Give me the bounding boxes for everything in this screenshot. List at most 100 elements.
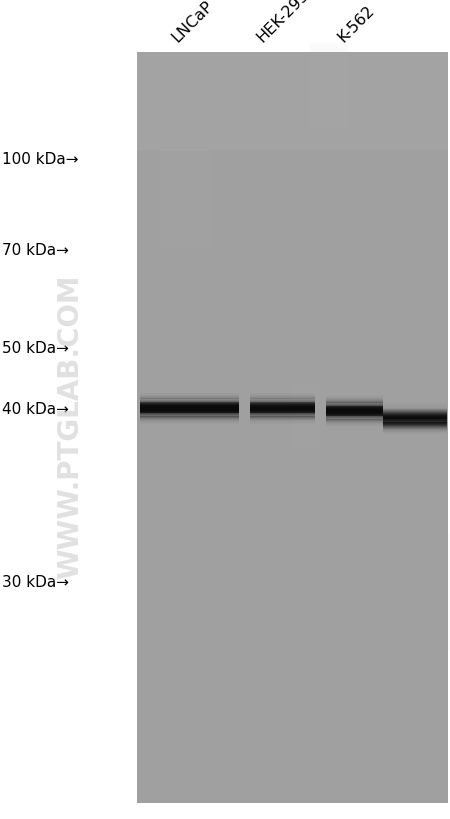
Bar: [140, 403, 238, 404]
Bar: [382, 432, 447, 433]
Bar: [326, 413, 382, 414]
Bar: [250, 420, 315, 421]
Bar: [382, 414, 447, 415]
Bar: [382, 430, 447, 432]
Bar: [250, 421, 315, 423]
Bar: [159, 150, 211, 250]
Bar: [250, 424, 315, 425]
Bar: [140, 407, 238, 408]
Bar: [140, 400, 238, 401]
Bar: [326, 402, 382, 404]
Bar: [326, 406, 382, 408]
Bar: [382, 421, 447, 422]
Text: 40 kDa→: 40 kDa→: [2, 402, 69, 417]
Bar: [250, 403, 315, 404]
Bar: [326, 424, 382, 425]
Bar: [140, 394, 238, 396]
Bar: [140, 404, 238, 405]
Bar: [382, 420, 447, 422]
Bar: [140, 421, 238, 423]
Bar: [382, 405, 447, 406]
Bar: [250, 400, 315, 401]
Bar: [326, 423, 382, 424]
Bar: [382, 406, 447, 407]
Bar: [326, 420, 382, 421]
Bar: [382, 419, 447, 420]
Text: LNCaP: LNCaP: [169, 0, 216, 45]
Bar: [250, 413, 315, 414]
Bar: [382, 420, 447, 421]
Bar: [326, 404, 382, 405]
Bar: [250, 409, 315, 410]
Bar: [382, 408, 447, 409]
Bar: [140, 415, 238, 416]
Bar: [140, 416, 238, 417]
Bar: [137, 53, 448, 152]
Bar: [250, 397, 315, 398]
Bar: [326, 425, 382, 426]
Bar: [326, 416, 382, 417]
Bar: [333, 187, 381, 233]
Bar: [140, 411, 238, 412]
Bar: [382, 425, 447, 426]
Bar: [250, 409, 315, 410]
Bar: [250, 399, 315, 400]
Bar: [140, 399, 238, 400]
Bar: [140, 419, 238, 421]
Bar: [326, 415, 382, 416]
Bar: [382, 415, 447, 416]
Bar: [382, 432, 447, 433]
Bar: [382, 433, 447, 434]
Bar: [250, 415, 315, 416]
Bar: [382, 407, 447, 408]
Bar: [326, 396, 382, 398]
Bar: [250, 414, 315, 415]
Bar: [326, 396, 382, 397]
Bar: [326, 418, 382, 419]
Bar: [250, 401, 315, 402]
Bar: [250, 403, 315, 404]
Bar: [382, 424, 447, 425]
Bar: [140, 402, 238, 403]
Bar: [326, 405, 382, 406]
Bar: [326, 422, 382, 423]
Bar: [326, 398, 382, 399]
Bar: [326, 421, 382, 422]
Text: WWW.PTGLAB.COM: WWW.PTGLAB.COM: [56, 274, 84, 578]
Bar: [140, 405, 238, 406]
Bar: [250, 400, 315, 401]
Bar: [250, 419, 315, 421]
Bar: [250, 418, 315, 419]
Bar: [140, 410, 238, 411]
Bar: [382, 408, 447, 409]
Bar: [382, 423, 447, 424]
Bar: [382, 431, 447, 432]
Bar: [140, 413, 238, 414]
Bar: [250, 417, 315, 418]
Bar: [382, 423, 447, 424]
Bar: [140, 408, 238, 409]
Bar: [326, 418, 382, 419]
Bar: [326, 408, 382, 410]
Bar: [326, 404, 382, 405]
Bar: [250, 404, 315, 405]
Bar: [326, 427, 382, 428]
Bar: [382, 405, 447, 406]
Bar: [292, 385, 320, 448]
Bar: [326, 414, 382, 415]
Bar: [250, 394, 315, 396]
Bar: [140, 398, 238, 399]
Bar: [382, 433, 447, 434]
Bar: [382, 418, 447, 419]
Bar: [140, 420, 238, 421]
Bar: [326, 417, 382, 418]
Bar: [326, 408, 382, 409]
Bar: [382, 435, 447, 436]
Bar: [250, 422, 315, 423]
Bar: [382, 406, 447, 407]
Bar: [140, 399, 238, 400]
Bar: [326, 422, 382, 423]
Bar: [326, 397, 382, 398]
Bar: [326, 402, 382, 403]
Bar: [326, 401, 382, 402]
